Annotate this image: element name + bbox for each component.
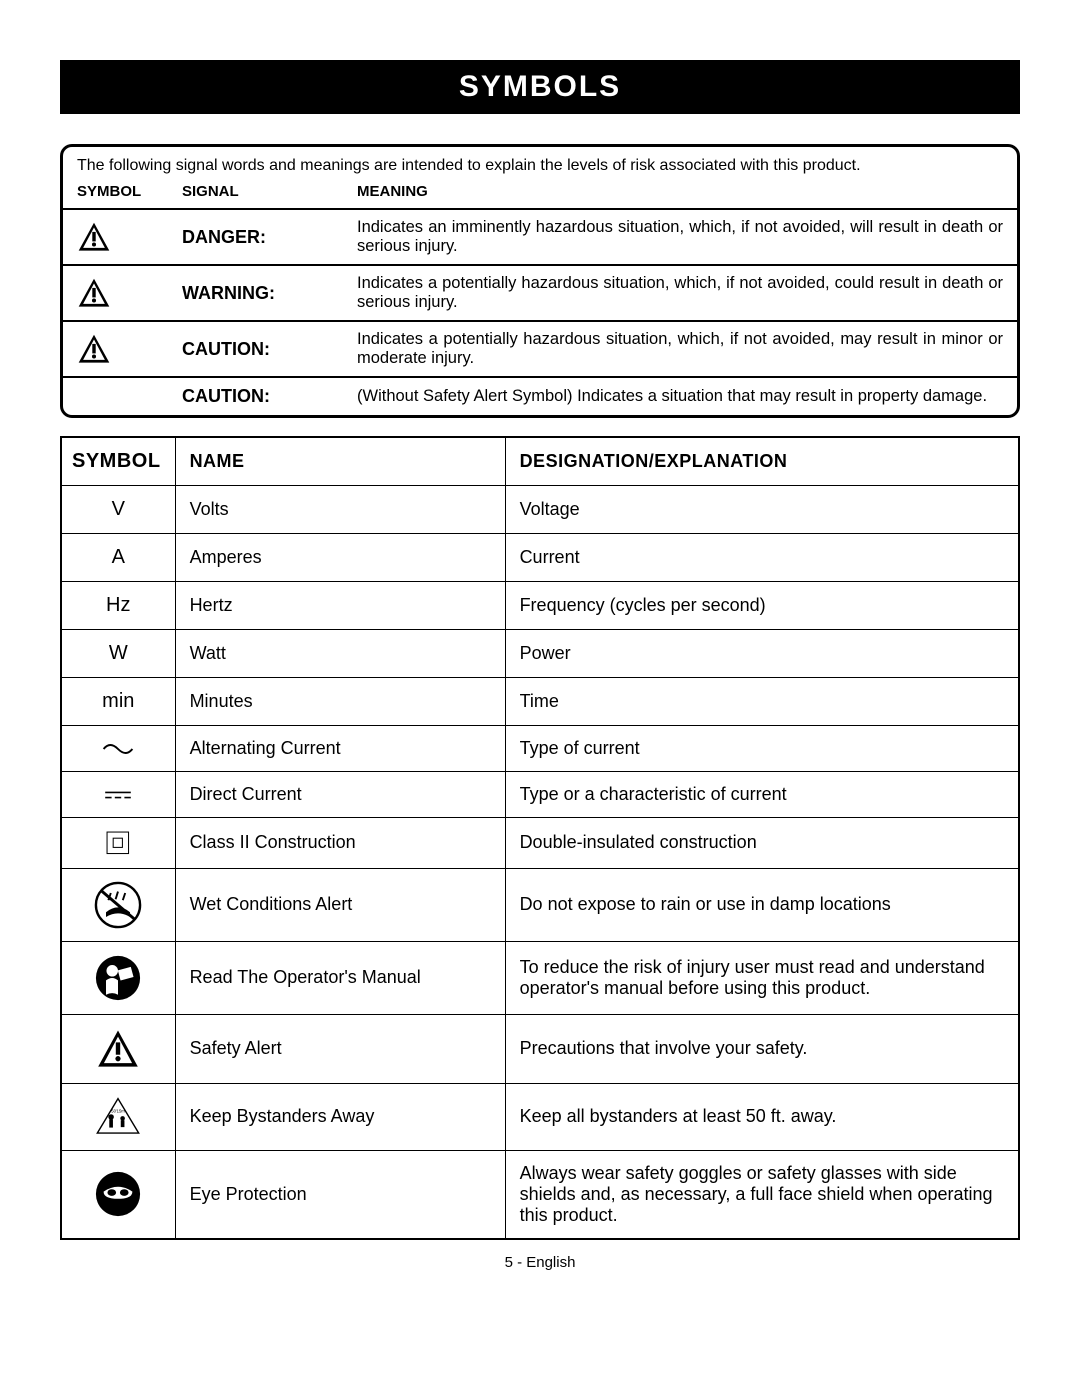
signal-row: WARNING: Indicates a potentially hazardo… <box>63 266 1017 322</box>
symbol-name: Wet Conditions Alert <box>175 868 505 941</box>
signal-intro: The following signal words and meanings … <box>63 147 1017 179</box>
symbol-designation: Type of current <box>505 726 1019 772</box>
class2-icon <box>105 830 131 856</box>
signal-word: WARNING: <box>182 283 357 304</box>
signal-word: DANGER: <box>182 227 357 248</box>
symbol-cell: min <box>61 678 175 726</box>
symbol-designation: Voltage <box>505 486 1019 534</box>
symbol-cell: 50'15m <box>61 1083 175 1150</box>
symbol-cell <box>61 941 175 1014</box>
signal-symbol-cell <box>77 276 182 310</box>
symbol-name: Read The Operator's Manual <box>175 941 505 1014</box>
signal-table: The following signal words and meanings … <box>60 144 1020 418</box>
symbol-name: Eye Protection <box>175 1150 505 1239</box>
symbol-cell: Hz <box>61 582 175 630</box>
signal-header-row: SYMBOL SIGNAL MEANING <box>63 179 1017 210</box>
symbol-row: Wet Conditions Alert Do not expose to ra… <box>61 868 1019 941</box>
alert-icon <box>77 276 111 310</box>
symbol-cell <box>61 1150 175 1239</box>
symbol-designation: Do not expose to rain or use in damp loc… <box>505 868 1019 941</box>
symbol-designation: To reduce the risk of injury user must r… <box>505 941 1019 1014</box>
symbol-text: W <box>109 642 128 664</box>
symbol-name: Volts <box>175 486 505 534</box>
symbols-header-designation: DESIGNATION/EXPLANATION <box>505 437 1019 486</box>
page-title: SYMBOLS <box>60 60 1020 114</box>
symbol-text: V <box>112 498 125 520</box>
symbol-row: Alternating Current Type of current <box>61 726 1019 772</box>
signal-meaning: Indicates a potentially hazardous situat… <box>357 330 1003 368</box>
symbol-cell: A <box>61 534 175 582</box>
symbol-name: Safety Alert <box>175 1014 505 1083</box>
symbol-name: Class II Construction <box>175 818 505 869</box>
signal-symbol-cell <box>77 332 182 366</box>
signal-meaning: Indicates a potentially hazardous situat… <box>357 274 1003 312</box>
signal-row: DANGER: Indicates an imminently hazardou… <box>63 210 1017 266</box>
symbol-row: min Minutes Time <box>61 678 1019 726</box>
signal-word: CAUTION: <box>182 339 357 360</box>
page-footer: 5 - English <box>60 1254 1020 1271</box>
ac-icon <box>102 741 134 757</box>
symbols-header-row: SYMBOL NAME DESIGNATION/EXPLANATION <box>61 437 1019 486</box>
symbol-name: Alternating Current <box>175 726 505 772</box>
symbol-cell <box>61 726 175 772</box>
signal-meaning: (Without Safety Alert Symbol) Indicates … <box>357 387 1003 406</box>
symbol-row: A Amperes Current <box>61 534 1019 582</box>
symbol-name: Amperes <box>175 534 505 582</box>
alert-icon <box>77 220 111 254</box>
symbol-cell <box>61 868 175 941</box>
signal-word: CAUTION: <box>182 386 357 407</box>
bystander-icon: 50'15m <box>95 1096 141 1138</box>
svg-text:50'15m: 50'15m <box>112 1108 126 1113</box>
symbols-header-name: NAME <box>175 437 505 486</box>
symbol-row: 50'15m Keep Bystanders Away Keep all bys… <box>61 1083 1019 1150</box>
dc-icon <box>102 787 134 803</box>
manual-icon <box>94 954 142 1002</box>
signal-header-meaning: MEANING <box>357 183 1003 200</box>
signal-symbol-cell <box>77 220 182 254</box>
alert-icon <box>96 1027 140 1071</box>
symbol-name: Minutes <box>175 678 505 726</box>
signal-meaning: Indicates an imminently hazardous situat… <box>357 218 1003 256</box>
symbol-designation: Frequency (cycles per second) <box>505 582 1019 630</box>
symbol-name: Hertz <box>175 582 505 630</box>
symbol-text: A <box>112 546 125 568</box>
symbol-name: Direct Current <box>175 772 505 818</box>
symbol-row: Read The Operator's Manual To reduce the… <box>61 941 1019 1014</box>
signal-header-signal: SIGNAL <box>182 183 357 200</box>
symbol-designation: Time <box>505 678 1019 726</box>
symbol-name: Keep Bystanders Away <box>175 1083 505 1150</box>
wet-icon <box>94 881 142 929</box>
symbol-row: Safety Alert Precautions that involve yo… <box>61 1014 1019 1083</box>
symbol-row: Eye Protection Always wear safety goggle… <box>61 1150 1019 1239</box>
symbol-cell <box>61 1014 175 1083</box>
symbol-cell <box>61 818 175 869</box>
symbol-designation: Power <box>505 630 1019 678</box>
symbol-text: Hz <box>106 594 130 616</box>
symbol-designation: Current <box>505 534 1019 582</box>
symbol-designation: Type or a characteristic of current <box>505 772 1019 818</box>
symbol-row: Hz Hertz Frequency (cycles per second) <box>61 582 1019 630</box>
eye-icon <box>94 1170 142 1218</box>
signal-row: CAUTION: Indicates a potentially hazardo… <box>63 322 1017 378</box>
symbols-header-symbol: SYMBOL <box>61 437 175 486</box>
alert-icon <box>77 332 111 366</box>
symbol-designation: Double-insulated construction <box>505 818 1019 869</box>
symbol-cell <box>61 772 175 818</box>
symbol-designation: Keep all bystanders at least 50 ft. away… <box>505 1083 1019 1150</box>
symbol-designation: Always wear safety goggles or safety gla… <box>505 1150 1019 1239</box>
signal-row: CAUTION: (Without Safety Alert Symbol) I… <box>63 378 1017 415</box>
symbol-name: Watt <box>175 630 505 678</box>
symbol-text: min <box>102 690 134 712</box>
signal-header-symbol: SYMBOL <box>77 183 182 200</box>
symbol-row: Class II Construction Double-insulated c… <box>61 818 1019 869</box>
symbol-cell: V <box>61 486 175 534</box>
symbol-row: W Watt Power <box>61 630 1019 678</box>
symbol-row: Direct Current Type or a characteristic … <box>61 772 1019 818</box>
symbols-table: SYMBOL NAME DESIGNATION/EXPLANATION V Vo… <box>60 436 1020 1240</box>
symbol-cell: W <box>61 630 175 678</box>
symbol-row: V Volts Voltage <box>61 486 1019 534</box>
symbol-designation: Precautions that involve your safety. <box>505 1014 1019 1083</box>
